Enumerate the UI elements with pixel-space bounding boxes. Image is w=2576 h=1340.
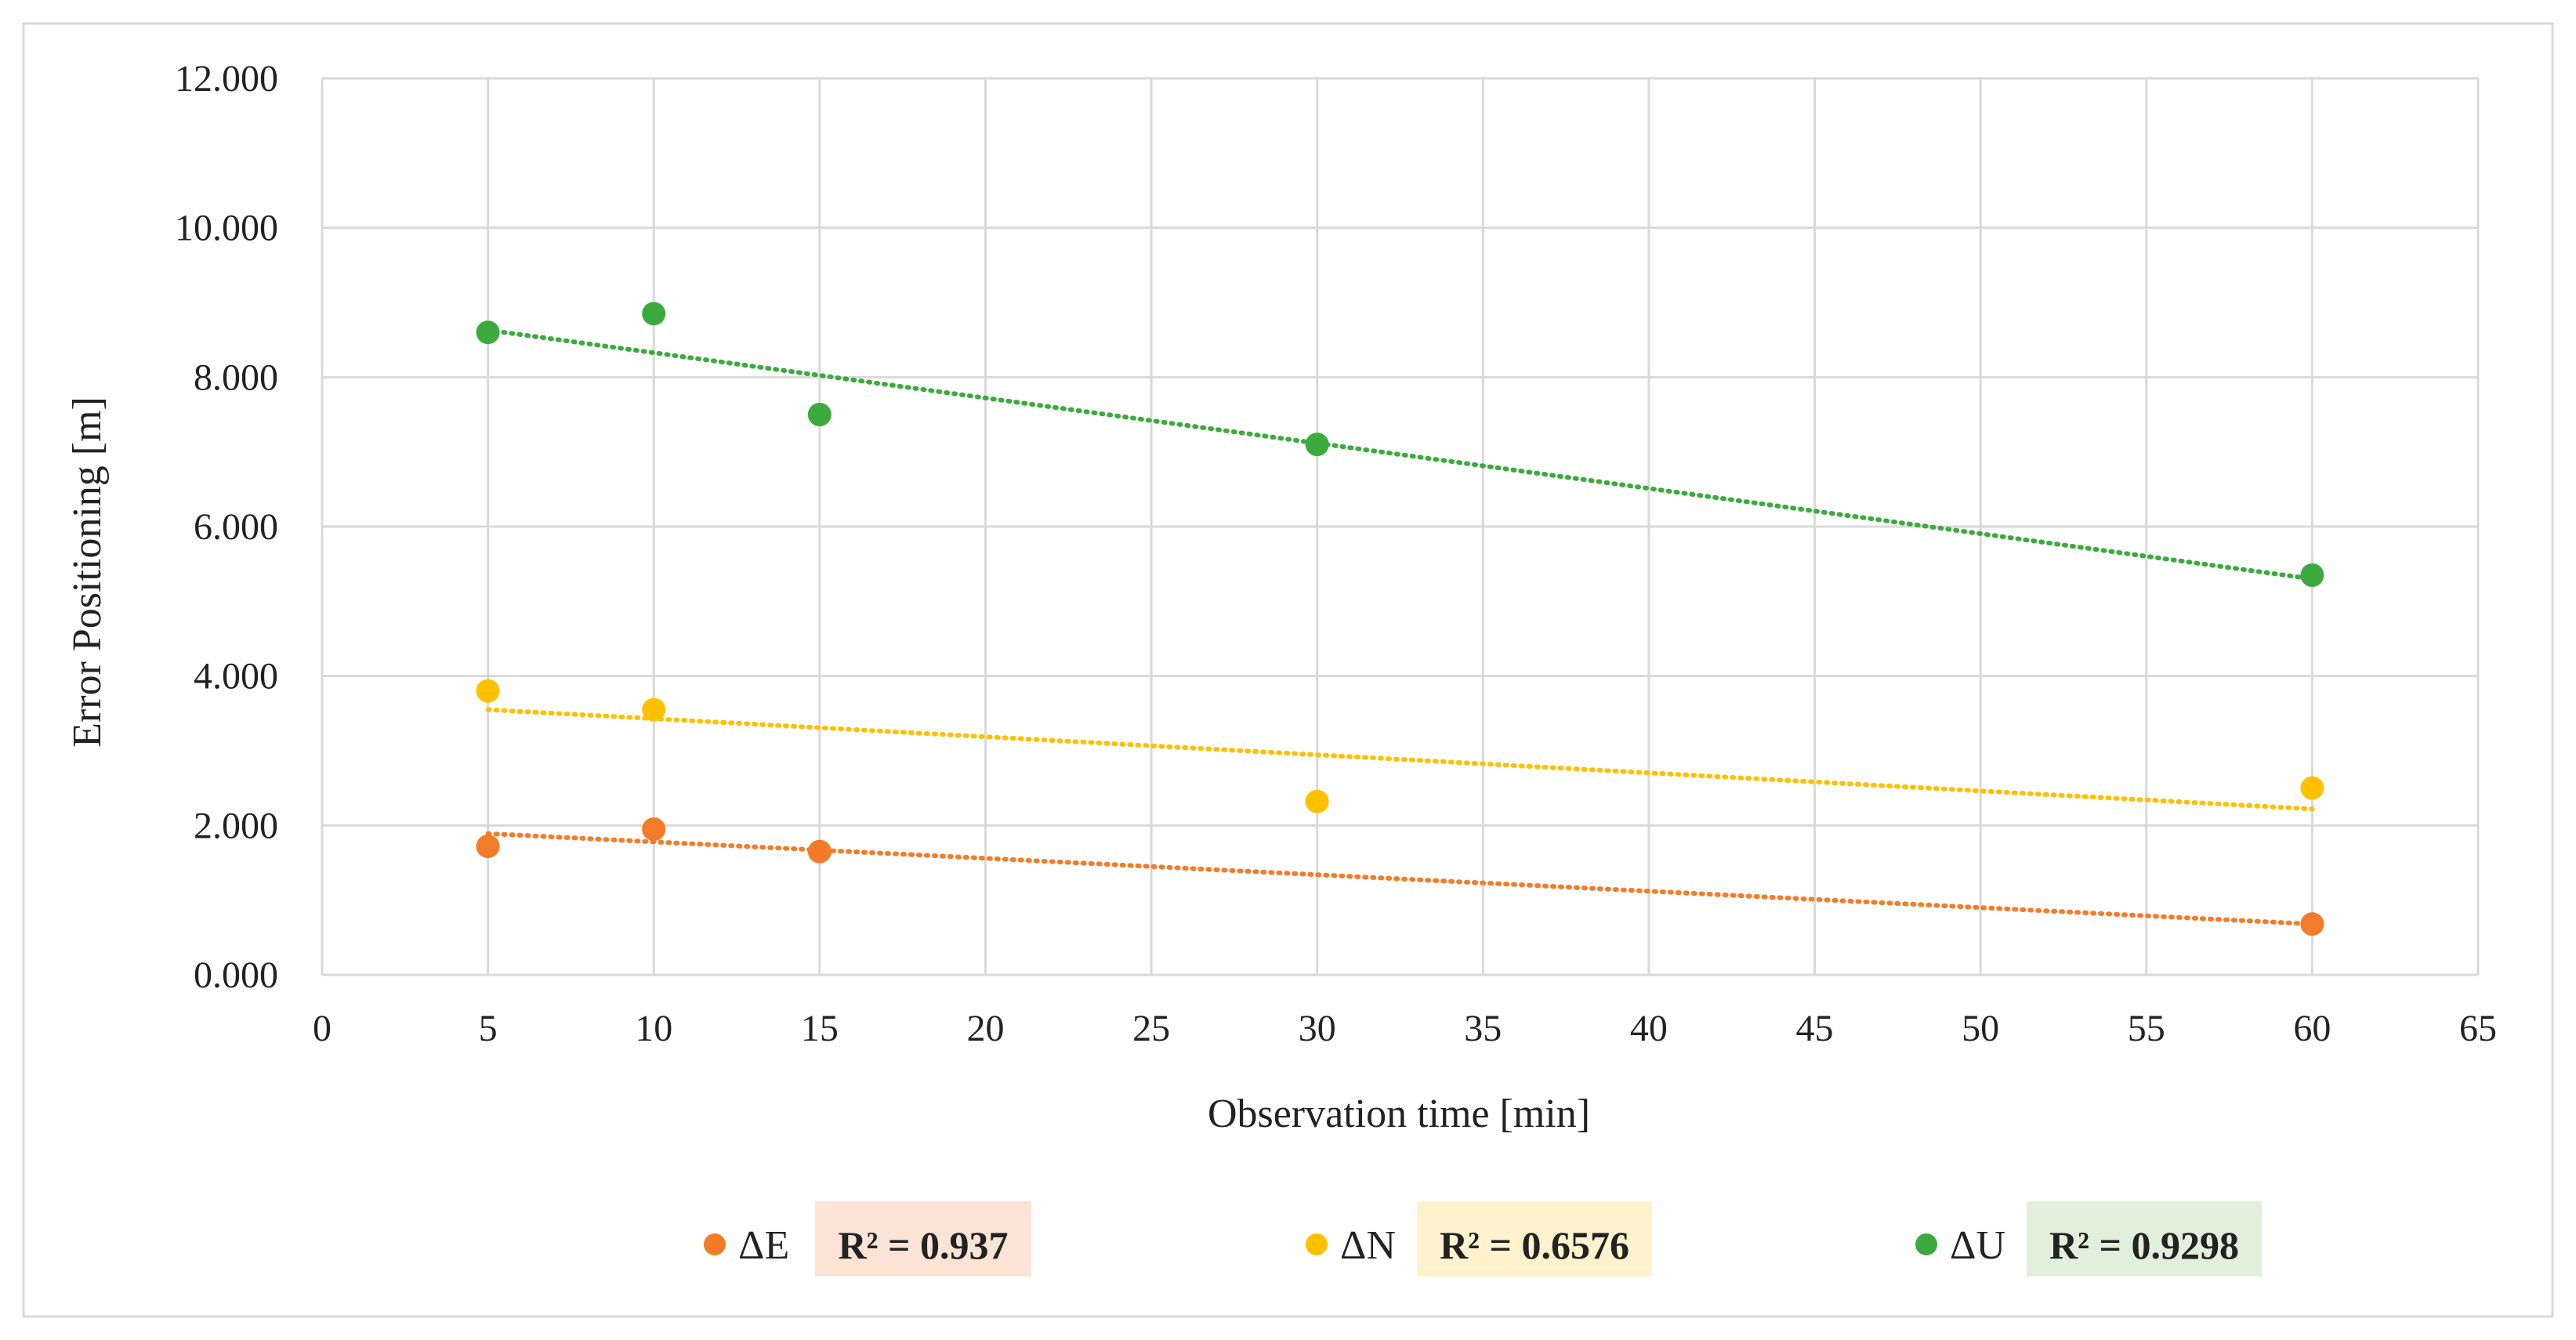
- r-squared-label: R² = 0.937: [838, 1223, 1008, 1267]
- x-tick-label: 30: [1299, 1008, 1336, 1049]
- trendline-3: [485, 328, 2315, 581]
- data-point: [642, 817, 666, 842]
- y-tick-label: 12.000: [175, 58, 278, 100]
- x-tick-label: 60: [2293, 1008, 2331, 1049]
- data-point: [807, 403, 831, 426]
- data-point: [1305, 433, 1329, 457]
- x-axis-label: Observation time [min]: [1208, 1092, 1590, 1136]
- trendline-1: [485, 831, 2315, 927]
- trendlines: [485, 328, 2315, 927]
- gridlines: [321, 77, 2480, 976]
- x-tick-label: 40: [1630, 1008, 1668, 1049]
- legend-label: ΔU: [1950, 1223, 2005, 1268]
- y-tick-label: 0.000: [194, 954, 278, 996]
- y-axis-label: Error Positioning [m]: [65, 397, 110, 748]
- x-tick-label: 55: [2128, 1008, 2165, 1049]
- data-point: [476, 321, 500, 345]
- r-squared-box: [815, 1201, 1031, 1277]
- y-tick-label: 2.000: [194, 805, 278, 846]
- x-tick-label: 10: [635, 1008, 672, 1049]
- legend-marker: [1306, 1233, 1328, 1255]
- y-tick-label: 10.000: [175, 208, 278, 249]
- legend: ΔE R² = 0.937 ΔN R² = 0.6576 ΔU R² = 0.9298: [704, 1201, 2262, 1277]
- data-point: [1305, 789, 1329, 813]
- x-tick-label: 65: [2459, 1008, 2497, 1049]
- data-point: [476, 679, 500, 703]
- x-tick-label: 25: [1132, 1008, 1170, 1049]
- data-point: [642, 697, 666, 722]
- chart-border: [22, 22, 2554, 1318]
- legend-marker: [1915, 1233, 1937, 1255]
- r-squared-label: R² = 0.9298: [2049, 1223, 2239, 1267]
- legend-label: ΔE: [738, 1223, 789, 1268]
- data-point: [642, 302, 666, 326]
- legend-label: ΔN: [1340, 1223, 1396, 1268]
- x-tick-label: 35: [1464, 1008, 1502, 1049]
- y-tick-label: 4.000: [194, 656, 278, 697]
- y-tick-label: 8.000: [194, 357, 278, 398]
- x-tick-label: 15: [801, 1008, 839, 1049]
- data-point: [2300, 776, 2324, 800]
- x-tick-label: 45: [1796, 1008, 1834, 1049]
- r-squared-box: [1417, 1201, 1652, 1277]
- data-point: [476, 835, 500, 859]
- x-tick-label: 0: [313, 1008, 332, 1049]
- data-point: [807, 839, 831, 864]
- x-tick-label: 20: [966, 1008, 1004, 1049]
- trendline-2: [485, 707, 2315, 812]
- y-axis-ticks: 0.000 2.000 4.000 6.000 8.000 10.000 12.000: [175, 58, 278, 996]
- x-tick-label: 5: [479, 1008, 498, 1049]
- x-axis-ticks: 0 5 10 15 20 25 30 35 40 45 50 55 60 65: [313, 1008, 2497, 1049]
- x-tick-label: 50: [1962, 1008, 1999, 1049]
- r-squared-label: R² = 0.6576: [1440, 1223, 1629, 1267]
- data-point: [2300, 912, 2324, 936]
- y-tick-label: 6.000: [194, 506, 278, 548]
- r-squared-box: [2027, 1201, 2262, 1277]
- data-points: [476, 302, 2324, 936]
- legend-marker: [704, 1233, 726, 1255]
- data-point: [2300, 563, 2324, 587]
